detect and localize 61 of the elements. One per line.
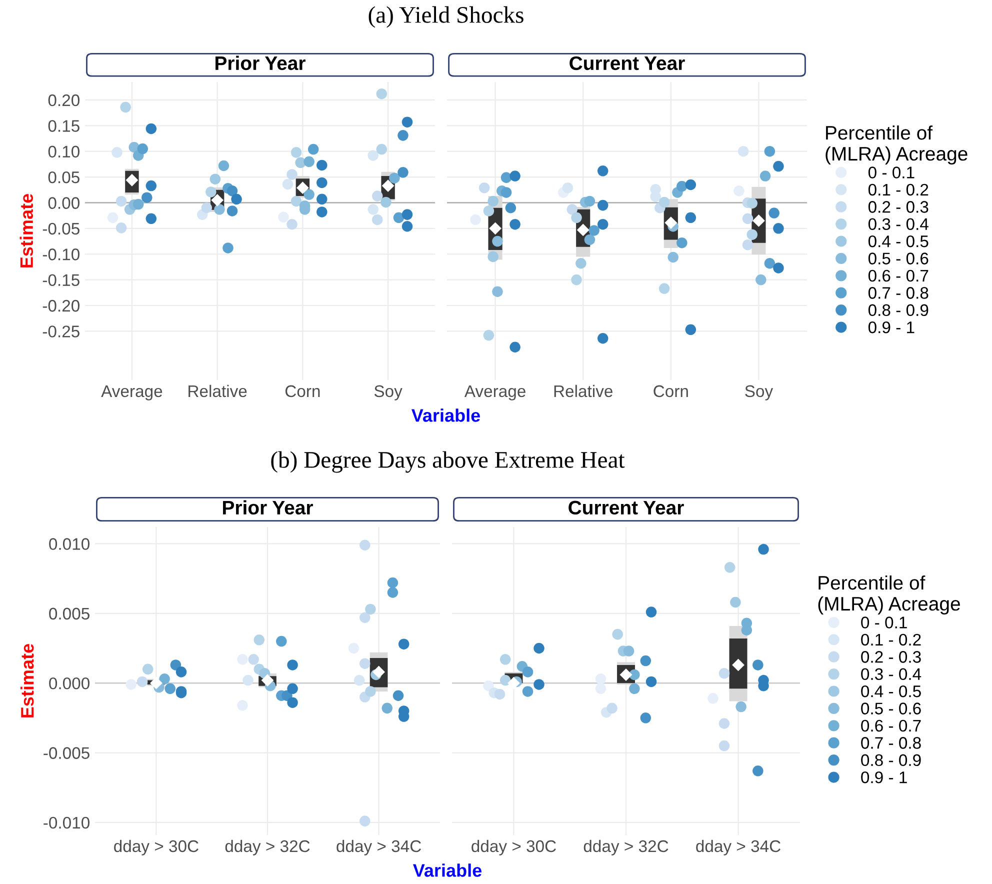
y-tick-label: 0.010: [49, 538, 90, 550]
legend-label: 0.1 - 0.2: [861, 634, 921, 646]
legend-label: 0.1 - 0.2: [868, 184, 928, 196]
x-tick-label: Average: [464, 385, 526, 400]
x-tick-label: dday > 34C: [696, 840, 780, 856]
x-tick-label: Corn: [654, 385, 688, 398]
legend-label: 0.6 - 0.7: [861, 720, 921, 732]
legend-label: 0 - 0.1: [861, 616, 907, 628]
legend-label: 0.6 - 0.7: [868, 270, 928, 282]
y-tick-label: 0.10: [48, 146, 80, 158]
y-tick-label: 0.005: [49, 608, 90, 620]
legend-label: 0.9 - 1: [861, 771, 907, 784]
y-axis-title: Estimate: [20, 194, 34, 268]
y-tick-label: 0.15: [48, 120, 80, 132]
legend-title: Percentile of (MLRA) Acreage: [826, 125, 968, 165]
legend-label: 0.2 - 0.3: [861, 651, 921, 663]
y-tick-label: -0.20: [42, 300, 80, 312]
x-tick-label: Corn: [285, 385, 320, 398]
text: (b) Degree Days above Extreme Heat: [271, 451, 625, 473]
y-tick-label: -0.05: [42, 222, 80, 235]
y-tick-label: 0.000: [49, 677, 90, 690]
legend-label: 0 - 0.1: [868, 166, 914, 178]
x-tick-label: dday > 34C: [336, 840, 422, 856]
x-tick-label: dday > 30C: [472, 840, 556, 856]
legend-label: 0.2 - 0.3: [868, 201, 928, 213]
chart-title: Prior Year: [223, 500, 313, 515]
legend-label: 0.4 - 0.5: [861, 685, 921, 698]
text: (a) Yield Shocks: [368, 6, 524, 28]
legend-label: 0.3 - 0.4: [868, 218, 928, 230]
chart-title: Prior Year: [216, 56, 306, 70]
legend-label: 0.7 - 0.8: [868, 287, 928, 299]
x-axis-title: Variable: [411, 408, 480, 422]
legend-label: 0.7 - 0.8: [861, 737, 921, 749]
legend-label: 0.4 - 0.5: [868, 235, 928, 248]
x-tick-label: dday > 32C: [225, 840, 310, 856]
legend-label: 0.9 - 1: [868, 321, 914, 334]
y-axis-title: Estimate: [20, 644, 34, 718]
legend-label: 0.5 - 0.6: [868, 252, 928, 264]
y-tick-label: 0.20: [48, 94, 80, 106]
x-tick-label: dday > 30C: [114, 840, 198, 856]
x-axis-title: Variable: [412, 864, 482, 877]
x-tick-label: Soy: [745, 385, 774, 400]
x-tick-label: Soy: [374, 385, 402, 400]
y-tick-label: -0.25: [42, 326, 80, 338]
x-tick-label: Relative: [554, 384, 612, 398]
x-tick-label: Relative: [188, 384, 247, 398]
x-tick-label: Average: [101, 385, 162, 400]
y-tick-label: -0.005: [44, 747, 90, 759]
legend-label: 0.3 - 0.4: [861, 668, 922, 680]
legend-title: Percentile of (MLRA) Acreage: [818, 575, 960, 615]
legend-label: 0.8 - 0.9: [861, 754, 921, 766]
legend-label: 0.8 - 0.9: [868, 304, 928, 316]
legend-label: 0.5 - 0.6: [861, 702, 921, 714]
x-tick-label: dday > 32C: [584, 840, 668, 856]
y-tick-label: 0.00: [48, 197, 80, 209]
chart-title: Current Year: [568, 500, 684, 515]
y-tick-label: -0.010: [44, 816, 90, 829]
y-tick-label: -0.15: [42, 274, 80, 286]
chart-title: Current Year: [570, 56, 685, 70]
y-tick-label: -0.10: [42, 248, 80, 260]
y-tick-label: 0.05: [48, 171, 80, 184]
